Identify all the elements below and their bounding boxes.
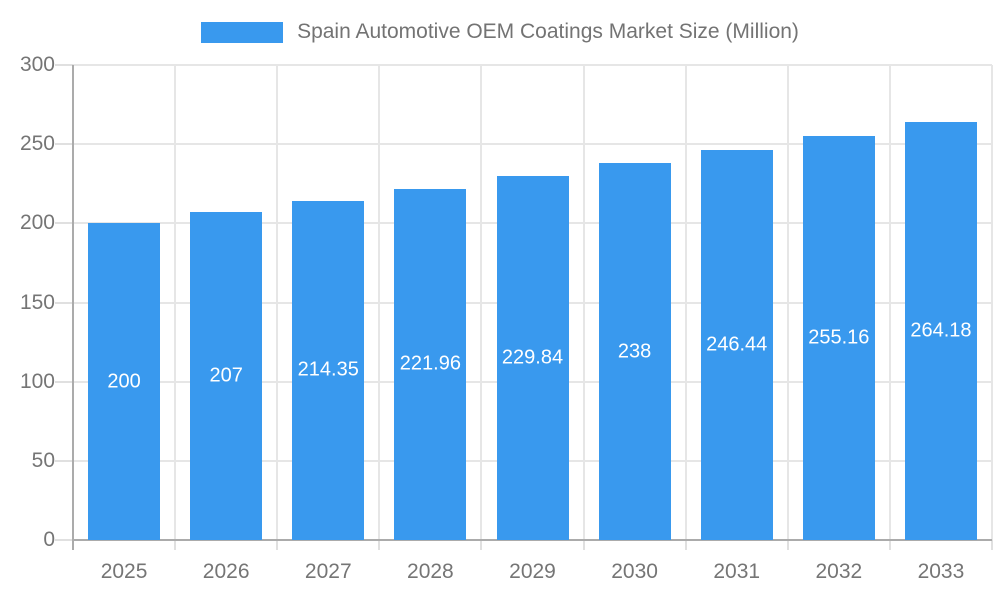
bar-value-label: 246.44 — [706, 333, 768, 356]
y-axis-label: 0 — [43, 528, 55, 551]
y-axis-tick — [55, 539, 73, 541]
x-axis-tick — [991, 540, 993, 550]
gridline-vertical — [582, 65, 585, 540]
x-axis-label: 2028 — [407, 560, 454, 583]
x-axis-tick — [276, 540, 279, 550]
x-axis-label: 2027 — [304, 560, 352, 583]
x-axis-tick — [684, 540, 687, 550]
gridline-vertical — [276, 65, 279, 540]
bar-value-label: 238 — [617, 340, 652, 363]
x-axis-tick — [174, 540, 177, 550]
gridline-vertical — [378, 65, 381, 540]
legend-item[interactable]: Spain Automotive OEM Coatings Market Siz… — [0, 12, 1000, 52]
x-axis-label: 2029 — [509, 560, 556, 583]
legend-swatch — [201, 21, 284, 43]
y-axis-label: 200 — [19, 211, 55, 235]
y-axis-label: 50 — [31, 448, 55, 472]
gridline-vertical — [888, 65, 891, 540]
gridline-vertical — [991, 65, 993, 540]
y-axis-label: 100 — [19, 369, 55, 393]
bar-value-label: 264.18 — [910, 319, 972, 342]
y-axis-tick — [55, 143, 73, 146]
x-axis-label: 2032 — [815, 560, 863, 583]
y-axis-line — [72, 65, 74, 550]
gridline-horizontal — [73, 64, 992, 66]
x-axis-tick — [480, 540, 483, 550]
x-axis-tick — [378, 540, 381, 550]
x-axis-label: 2025 — [100, 560, 148, 583]
y-axis-tick — [55, 222, 73, 225]
x-axis-tick — [888, 540, 891, 550]
x-axis-tick — [582, 540, 585, 550]
y-axis-label: 300 — [19, 53, 55, 76]
y-axis-tick — [55, 380, 73, 383]
bar-value-label: 221.96 — [399, 352, 461, 375]
bar[interactable] — [496, 176, 569, 540]
x-axis-label: 2033 — [917, 560, 965, 583]
x-axis-label: 2031 — [713, 560, 761, 583]
bar[interactable] — [802, 135, 875, 540]
bar-value-label: 207 — [209, 364, 243, 387]
bar[interactable] — [190, 212, 263, 540]
x-axis-line — [73, 539, 992, 541]
y-axis-tick — [55, 459, 73, 462]
gridline-vertical — [786, 65, 789, 540]
y-axis-tick — [55, 64, 73, 66]
bar-value-label: 214.35 — [297, 358, 359, 381]
x-axis-tick — [786, 540, 789, 550]
gridline-vertical — [480, 65, 483, 540]
bar[interactable] — [700, 149, 773, 540]
bar[interactable] — [598, 163, 671, 540]
bar-value-label: 200 — [107, 370, 141, 393]
bar[interactable] — [292, 200, 365, 540]
y-axis-label: 150 — [19, 290, 55, 314]
bar-value-label: 255.16 — [808, 326, 870, 349]
legend-label: Spain Automotive OEM Coatings Market Siz… — [297, 20, 799, 43]
gridline-vertical — [684, 65, 687, 540]
bar[interactable] — [904, 121, 977, 540]
y-axis-label: 250 — [19, 132, 55, 156]
gridline-horizontal — [73, 143, 992, 146]
x-axis-label: 2026 — [202, 560, 250, 583]
bar[interactable] — [88, 223, 161, 540]
bar[interactable] — [394, 188, 467, 540]
x-axis-label: 2030 — [611, 560, 658, 583]
y-axis-tick — [55, 301, 73, 304]
bar-value-label: 229.84 — [501, 346, 564, 369]
gridline-vertical — [174, 65, 177, 540]
